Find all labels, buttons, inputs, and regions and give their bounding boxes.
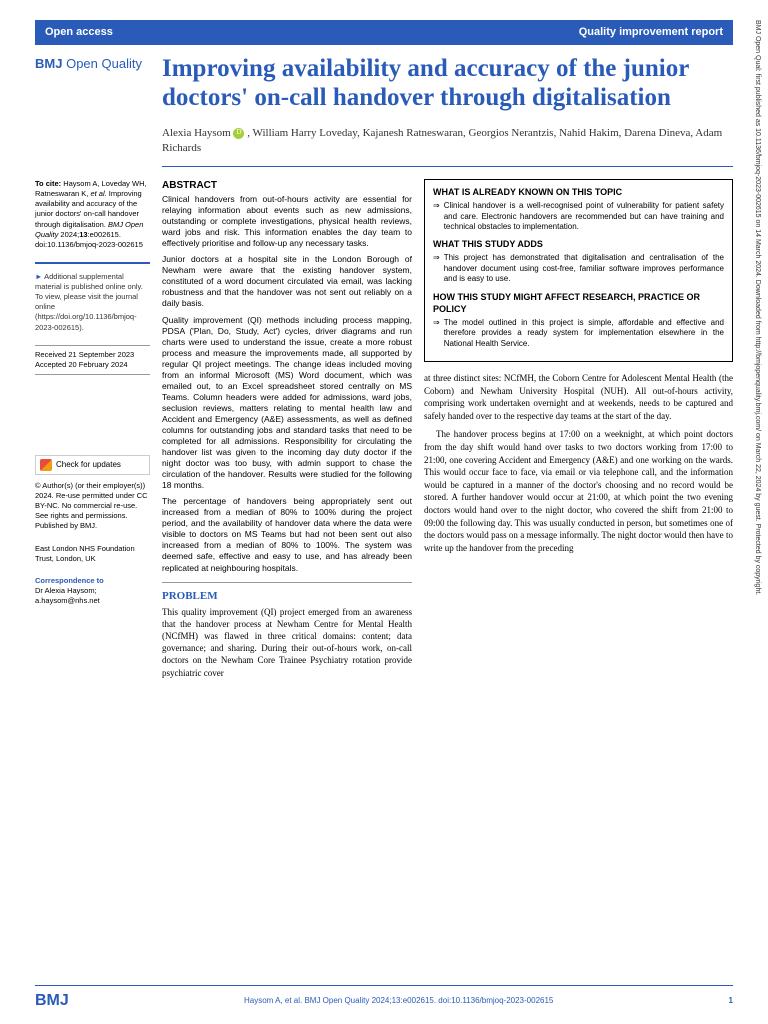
correspondence: Correspondence to Dr Alexia Haysom; a.ha… (35, 576, 150, 606)
orcid-icon[interactable] (233, 128, 244, 139)
arrow-icon: ⇒ (433, 253, 440, 284)
right-p2: The handover process begins at 17:00 on … (424, 428, 733, 554)
header: BMJ Open Quality Improving availability … (35, 55, 733, 167)
author-list: Alexia Haysom , William Harry Loveday, K… (162, 126, 733, 167)
cite-label: To cite: (35, 179, 61, 188)
report-type: Quality improvement report (579, 25, 723, 40)
top-bar: Open access Quality improvement report (35, 20, 733, 45)
corr-label: Correspondence to (35, 576, 150, 586)
abstract-heading: ABSTRACT (162, 179, 412, 192)
abstract-p4: The percentage of handovers being approp… (162, 496, 412, 573)
date-accepted: Accepted 20 February 2024 (35, 360, 150, 370)
abstract-p1: Clinical handovers from out-of-hours act… (162, 194, 412, 249)
journal-name: BMJ Open Quality (35, 55, 150, 167)
page-number: 1 (729, 996, 733, 1007)
infobox-t3: The model outlined in this project is si… (444, 318, 724, 349)
footer-citation: Haysom A, et al. BMJ Open Quality 2024;1… (244, 996, 553, 1007)
supplement-note: ► Additional supplemental material is pu… (35, 262, 150, 333)
right-p1: at three distinct sites: NCfMH, the Cobo… (424, 372, 733, 422)
infobox-t1: Clinical handover is a well-recognised p… (444, 201, 724, 232)
arrow-icon: ⇒ (433, 318, 440, 349)
arrow-icon: ⇒ (433, 201, 440, 232)
left-sidebar: To cite: Haysom A, Loveday WH, Ratneswar… (35, 179, 150, 679)
infobox-t2: This project has demonstrated that digit… (444, 253, 724, 284)
arrow-icon: ► (35, 272, 42, 281)
infobox-h1: WHAT IS ALREADY KNOWN ON THIS TOPIC (433, 186, 724, 198)
abstract-p2: Junior doctors at a hospital site in the… (162, 254, 412, 309)
article-title: Improving availability and accuracy of t… (162, 55, 733, 113)
citation-block: To cite: Haysom A, Loveday WH, Ratneswar… (35, 179, 150, 250)
bmj-logo: BMJ (35, 990, 69, 1012)
corr-text: Dr Alexia Haysom; a.haysom@nhs.net (35, 586, 150, 606)
problem-text: This quality improvement (QI) project em… (162, 606, 412, 679)
abstract-p3: Quality improvement (QI) methods includi… (162, 315, 412, 492)
footer: BMJ Haysom A, et al. BMJ Open Quality 20… (35, 985, 733, 1012)
affiliation: East London NHS Foundation Trust, London… (35, 544, 150, 564)
middle-column: ABSTRACT Clinical handovers from out-of-… (162, 179, 412, 679)
right-body: at three distinct sites: NCfMH, the Cobo… (424, 372, 733, 554)
date-received: Received 21 September 2023 (35, 350, 150, 360)
right-column: WHAT IS ALREADY KNOWN ON THIS TOPIC ⇒Cli… (424, 179, 733, 679)
check-label: Check for updates (56, 460, 121, 471)
rights-block: © Author(s) (or their employer(s)) 2024.… (35, 481, 150, 532)
infobox-h2: WHAT THIS STUDY ADDS (433, 238, 724, 250)
crossmark-icon (40, 459, 52, 471)
check-updates-button[interactable]: Check for updates (35, 455, 150, 475)
main-columns: To cite: Haysom A, Loveday WH, Ratneswar… (35, 179, 733, 679)
info-box: WHAT IS ALREADY KNOWN ON THIS TOPIC ⇒Cli… (424, 179, 733, 362)
copyright-sidebar: BMJ Open Qual: first published as 10.113… (748, 20, 762, 1004)
dates-block: Received 21 September 2023 Accepted 20 F… (35, 345, 150, 375)
access-label: Open access (45, 25, 113, 40)
problem-heading: PROBLEM (162, 582, 412, 603)
infobox-h3: HOW THIS STUDY MIGHT AFFECT RESEARCH, PR… (433, 291, 724, 315)
page: Open access Quality improvement report B… (0, 0, 768, 1024)
